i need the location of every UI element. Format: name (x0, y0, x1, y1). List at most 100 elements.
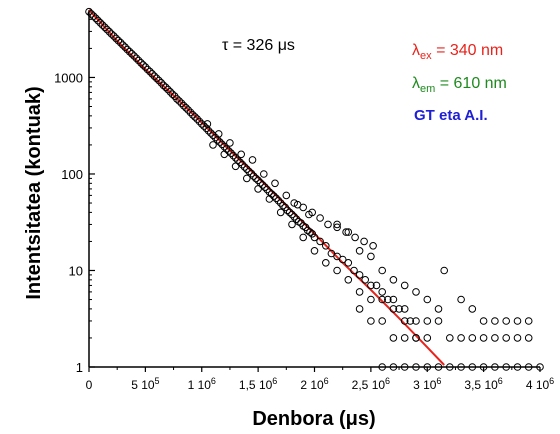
data-point (243, 165, 251, 173)
data-point (378, 363, 387, 371)
data-point (137, 59, 145, 67)
data-point (159, 81, 168, 90)
x-tick-label: 2,5 106 (352, 376, 390, 392)
data-point (89, 12, 98, 20)
data-point (198, 120, 206, 128)
data-point (400, 334, 409, 342)
data-point (105, 27, 114, 36)
data-point (344, 228, 353, 236)
data-point (434, 317, 443, 325)
data-point (231, 162, 240, 171)
x-tick-exponent: 6 (385, 376, 390, 386)
data-point (261, 183, 269, 191)
lambda-value: = 610 nm (435, 75, 507, 92)
data-point (367, 252, 375, 261)
data-point (395, 305, 403, 313)
data-point (351, 233, 359, 242)
sample-label: GT eta A.I. (414, 107, 488, 124)
data-point (524, 363, 533, 371)
data-point (96, 19, 105, 27)
y-tick-label: 1 (76, 360, 83, 375)
data-point (161, 83, 170, 92)
data-point (355, 288, 364, 296)
x-tick-label: 5 105 (131, 376, 159, 392)
data-point (434, 363, 443, 371)
data-point (324, 220, 332, 229)
data-point (123, 45, 132, 54)
data-point (238, 160, 247, 169)
data-point (316, 237, 324, 246)
data-point (310, 233, 319, 242)
data-point (288, 210, 296, 219)
data-point (338, 255, 347, 264)
data-point (423, 334, 432, 342)
data-point (322, 259, 330, 267)
data-point (263, 185, 271, 194)
x-tick-label: 1,5 106 (239, 376, 277, 392)
data-point (468, 363, 477, 371)
data-point (248, 156, 257, 164)
data-point (389, 276, 398, 284)
data-point (240, 163, 249, 171)
data-point (193, 115, 201, 123)
x-tick-exponent: 6 (498, 376, 503, 386)
lambda-ex-text: λex = 340 nm (412, 42, 503, 62)
data-point (406, 317, 415, 325)
x-tick-label: 0 (86, 378, 93, 392)
lambda-symbol: λ (412, 42, 420, 59)
data-point (94, 16, 102, 25)
data-point (231, 154, 240, 162)
data-point (236, 158, 244, 167)
y-tick-label: 1000 (54, 70, 83, 85)
data-point (423, 363, 432, 371)
data-point (491, 317, 499, 325)
data-point (378, 266, 387, 275)
data-point (116, 38, 125, 47)
data-point (175, 97, 183, 105)
data-point (400, 363, 409, 371)
data-point (203, 120, 212, 128)
data-point (355, 305, 364, 313)
data-point (141, 63, 150, 71)
data-point (389, 305, 398, 313)
data-point (155, 76, 163, 85)
data-point (479, 363, 488, 371)
data-point (400, 317, 409, 325)
data-point (98, 21, 107, 29)
data-point (299, 233, 308, 242)
data-point (344, 276, 353, 284)
data-point (209, 141, 217, 149)
x-tick-exponent: 6 (549, 376, 554, 386)
data-point (292, 215, 301, 223)
data-point (285, 208, 294, 217)
x-tick-exponent: 6 (272, 376, 277, 386)
data-point (249, 172, 258, 180)
data-point (288, 220, 296, 229)
data-point (283, 206, 292, 215)
excitation-wavelength-label: λex = 340 nm (412, 42, 503, 62)
data-point (114, 36, 123, 45)
data-point (491, 363, 499, 371)
data-point (125, 47, 134, 56)
data-point (260, 170, 268, 178)
data-point (130, 52, 138, 60)
data-point (279, 201, 287, 210)
data-point (247, 169, 256, 178)
data-point (457, 334, 465, 342)
data-point (502, 317, 511, 325)
data-point (412, 288, 420, 296)
data-point (389, 363, 398, 371)
lambda-symbol: λ (412, 75, 420, 92)
data-point (128, 50, 136, 58)
data-point (369, 242, 377, 250)
data-point (252, 174, 260, 183)
data-point (103, 25, 111, 34)
data-point (322, 242, 330, 250)
y-tick-label: 100 (61, 167, 83, 182)
data-point (290, 213, 299, 221)
data-point (195, 117, 204, 126)
data-point (218, 140, 226, 149)
data-point (389, 334, 398, 342)
data-point (220, 150, 229, 159)
